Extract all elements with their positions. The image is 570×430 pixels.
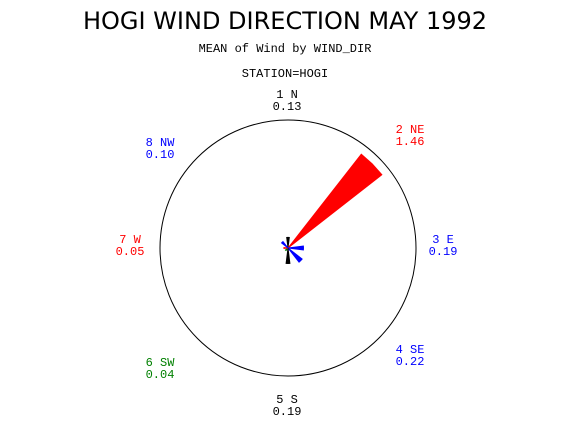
value-label: 0.19 xyxy=(429,245,458,259)
direction-label: 8 NW xyxy=(146,136,176,150)
value-label: 0.22 xyxy=(396,355,425,369)
petal xyxy=(283,246,289,250)
petal xyxy=(285,247,291,264)
chart-subtitle: MEAN of Wind by WIND_DIR xyxy=(199,42,372,56)
direction-label: 7 W xyxy=(119,233,141,247)
petal xyxy=(287,153,383,249)
petal xyxy=(287,247,303,263)
value-label: 0.04 xyxy=(146,368,175,382)
direction-label: 5 S xyxy=(276,393,298,407)
value-label: 0.05 xyxy=(116,245,145,259)
chart-title: HOGI WIND DIRECTION MAY 1992 xyxy=(83,7,487,35)
outer-circle xyxy=(159,119,417,377)
petal xyxy=(284,247,289,252)
direction-label: 3 E xyxy=(432,233,454,247)
direction-label: 2 NE xyxy=(396,123,425,137)
value-label: 0.10 xyxy=(146,148,175,162)
direction-label: 1 N xyxy=(276,88,298,102)
panel-label: STATION=HOGI xyxy=(242,67,328,81)
direction-label: 6 SW xyxy=(146,356,176,370)
petal xyxy=(286,236,290,249)
direction-label: 4 SE xyxy=(396,343,425,357)
petal xyxy=(287,245,304,251)
value-label: 1.46 xyxy=(396,135,425,149)
petal xyxy=(280,240,289,249)
value-label: 0.13 xyxy=(273,100,302,114)
value-label: 0.19 xyxy=(273,405,302,419)
